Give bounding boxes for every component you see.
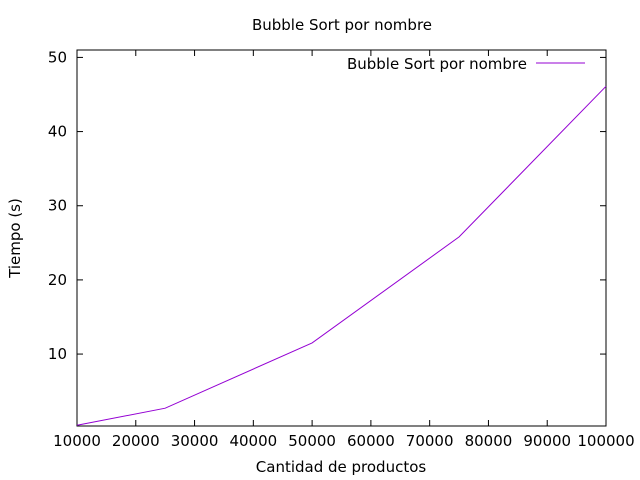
x-axis-label: Cantidad de productos xyxy=(256,458,427,476)
y-tick-label: 20 xyxy=(48,271,67,289)
x-tick-label: 10000 xyxy=(53,432,101,450)
x-tick-label: 60000 xyxy=(347,432,395,450)
x-tick-label: 50000 xyxy=(288,432,336,450)
legend-label: Bubble Sort por nombre xyxy=(347,55,527,73)
y-tick-label: 50 xyxy=(48,48,67,66)
y-tick-label: 40 xyxy=(48,123,67,141)
x-tick-label: 90000 xyxy=(523,432,571,450)
x-tick-label: 20000 xyxy=(112,432,160,450)
y-tick-label: 10 xyxy=(48,345,67,363)
x-tick-label: 100000 xyxy=(577,432,634,450)
legend: Bubble Sort por nombre xyxy=(347,55,585,73)
plot-area-border xyxy=(76,49,607,427)
x-tick-label: 80000 xyxy=(465,432,513,450)
y-tick-label: 30 xyxy=(48,197,67,215)
x-tick-label: 70000 xyxy=(406,432,454,450)
x-tick-label: 30000 xyxy=(171,432,219,450)
chart-title: Bubble Sort por nombre xyxy=(252,16,432,34)
series-line xyxy=(76,85,607,426)
y-axis-label: Tiempo (s) xyxy=(6,198,24,279)
x-tick-label: 40000 xyxy=(229,432,277,450)
